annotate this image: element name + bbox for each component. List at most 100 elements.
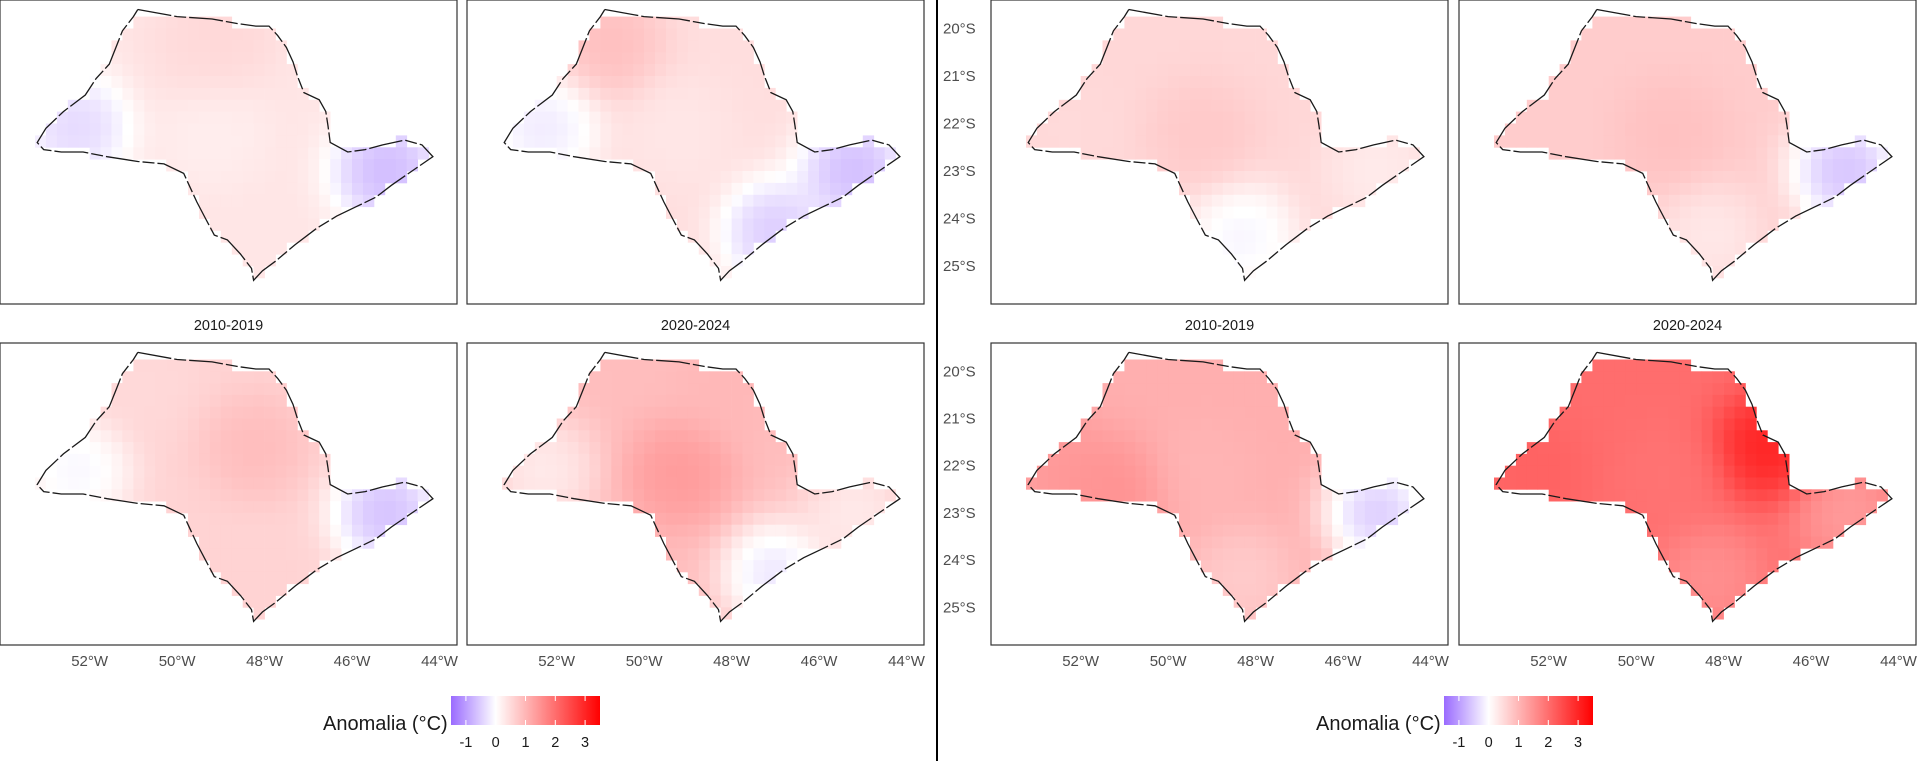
anomaly-cell: [100, 76, 112, 89]
anomaly-cell: [753, 536, 765, 549]
anomaly-cell: [1625, 16, 1637, 29]
anomaly-cell: [1168, 64, 1180, 77]
anomaly-cell: [231, 371, 244, 384]
anomaly-cell: [731, 135, 743, 148]
anomaly-cell: [1701, 52, 1713, 65]
anomaly-cell: [1778, 548, 1790, 561]
anomaly-cell: [753, 171, 765, 184]
y-tick-label: 20°S: [943, 21, 976, 38]
anomaly-cell: [666, 465, 678, 478]
anomaly-cell: [1854, 159, 1867, 172]
anomaly-cell: [1636, 418, 1648, 431]
anomaly-cell: [655, 359, 667, 372]
anomaly-cell: [556, 442, 568, 455]
anomaly-cell: [600, 40, 612, 53]
anomaly-cell: [1179, 40, 1191, 53]
anomaly-cell: [1179, 442, 1191, 455]
anomaly-cell: [1734, 536, 1746, 549]
anomaly-cell: [1603, 111, 1615, 124]
anomaly-cell: [655, 87, 667, 101]
anomaly-cell: [264, 111, 276, 124]
anomaly-cell: [753, 159, 765, 172]
anomaly-cell: [600, 418, 612, 431]
anomaly-cell: [709, 171, 721, 184]
anomaly-cell: [1233, 418, 1245, 431]
anomaly-cell: [67, 465, 80, 478]
anomaly-cell: [275, 489, 287, 502]
anomaly-cell: [1179, 512, 1191, 526]
anomaly-cell: [655, 430, 667, 443]
anomaly-cell: [534, 99, 547, 113]
anomaly-cell: [1767, 453, 1779, 467]
anomaly-cell: [1288, 182, 1300, 196]
anomaly-cell: [687, 524, 700, 537]
anomaly-cell: [1124, 123, 1136, 136]
anomaly-cell: [199, 512, 211, 526]
anomaly-cell: [1570, 147, 1582, 160]
anomaly-cell: [1712, 595, 1724, 608]
anomaly-cell: [676, 406, 689, 419]
anomaly-cell: [286, 206, 298, 219]
anomaly-cell: [111, 453, 123, 467]
anomaly-cell: [286, 147, 298, 160]
anomaly-cell: [1266, 230, 1278, 243]
anomaly-cell: [1288, 430, 1300, 443]
anomaly-cell: [1734, 206, 1746, 219]
anomaly-cell: [1570, 135, 1582, 148]
anomaly-cell: [100, 111, 112, 124]
anomaly-cell: [1124, 87, 1136, 101]
anomaly-cell: [188, 123, 200, 136]
anomaly-cell: [1135, 477, 1147, 490]
anomaly-cell: [819, 489, 831, 502]
anomaly-cell: [775, 111, 787, 124]
anomaly-cell: [589, 135, 601, 148]
anomaly-cell: [1233, 465, 1245, 478]
anomaly-cell: [819, 501, 831, 514]
anomaly-cell: [231, 99, 244, 113]
anomaly-cell: [1679, 87, 1692, 101]
anomaly-cell: [188, 52, 200, 65]
panel-frame: [0, 342, 458, 646]
anomaly-cell: [775, 99, 787, 113]
anomaly-cell: [1548, 99, 1560, 113]
anomaly-cell: [1266, 489, 1278, 502]
anomaly-cell: [253, 418, 265, 431]
anomaly-cell: [1734, 548, 1746, 561]
anomaly-cell: [1647, 99, 1659, 113]
anomaly-cell: [1581, 371, 1593, 384]
anomaly-cell: [1168, 453, 1180, 467]
anomaly-cell: [1767, 548, 1779, 561]
anomaly-cell: [1244, 524, 1256, 537]
anomaly-cell: [1723, 64, 1735, 77]
anomaly-cell: [155, 64, 167, 77]
anomaly-cell: [589, 87, 601, 101]
anomaly-cell: [687, 465, 700, 478]
anomaly-cell: [687, 28, 700, 41]
anomaly-cell: [275, 52, 287, 65]
anomaly-cell: [286, 560, 298, 573]
anomaly-cell: [676, 76, 689, 89]
anomaly-cell: [199, 371, 211, 384]
anomaly-cell: [275, 548, 287, 561]
anomaly-cell: [1625, 418, 1637, 431]
anomaly-cell: [1756, 135, 1768, 148]
anomaly-cell: [308, 453, 320, 467]
anomaly-cell: [1091, 418, 1103, 431]
anomaly-cell: [764, 87, 776, 101]
anomaly-cell: [1658, 453, 1670, 467]
anomaly-cell: [1581, 76, 1593, 89]
anomaly-cell: [1647, 28, 1659, 41]
x-tick-label: 52°W: [71, 653, 109, 670]
anomaly-cell: [100, 147, 112, 160]
anomaly-cell: [1135, 40, 1147, 53]
anomaly-cell: [1375, 489, 1388, 502]
anomaly-cell: [611, 64, 623, 77]
anomaly-cell: [1570, 87, 1582, 101]
anomaly-cell: [199, 194, 211, 208]
anomaly-cell: [264, 159, 276, 172]
anomaly-cell: [1255, 560, 1267, 573]
anomaly-cell: [286, 194, 298, 208]
anomaly-cell: [220, 548, 233, 561]
anomaly-cell: [742, 536, 754, 549]
anomaly-cell: [155, 371, 167, 384]
